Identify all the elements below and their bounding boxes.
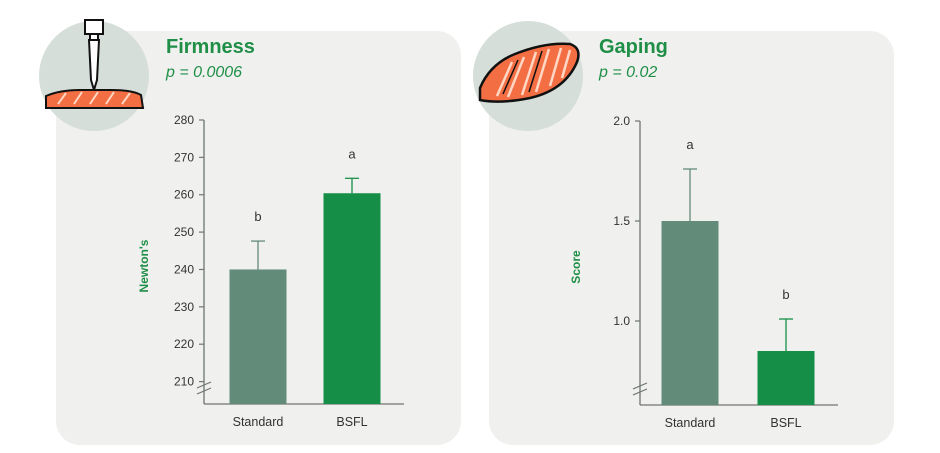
firmness-y-tick-label: 270 [174,150,194,164]
firmness-category-label-standard: Standard [233,415,284,429]
firmness-y-tick-label: 210 [174,375,194,389]
firmness-significance-bsfl: a [348,146,356,161]
gaping-bar-standard [661,221,719,405]
firmness-p-value: p = 0.0006 [166,64,243,81]
firmness-significance-standard: b [254,209,261,224]
firmness-y-tick-label: 230 [174,300,194,314]
gaping-y-tick-label: 1.5 [613,214,630,228]
gaping-bar-bsfl [757,351,815,405]
gaping-y-axis-label: Score [569,250,583,284]
gaping-significance-bsfl: b [782,287,789,302]
gaping-y-tick-label: 2.0 [613,114,630,128]
firmness-bar-standard [229,269,287,404]
gaping-axis-break-mark [632,382,648,390]
firmness-y-tick-label: 260 [174,188,194,202]
gaping-p-value: p = 0.02 [599,64,658,81]
firmness-y-tick-label: 220 [174,337,194,351]
firmness-axis-break-mark [196,381,212,389]
firmness-title: Firmness [166,36,255,58]
gaping-axis-break-mark [632,388,648,396]
gaping-category-label-standard: Standard [665,416,716,430]
firmness-y-axis-label: Newton's [137,239,151,292]
gaping-y-tick-label: 1.0 [613,314,630,328]
gaping-category-label-bsfl: BSFL [770,416,801,430]
firmness-y-tick-label: 240 [174,262,194,276]
gaping-significance-standard: a [686,137,694,152]
firmness-category-label-bsfl: BSFL [336,415,367,429]
firmness-bar-bsfl [323,193,381,404]
firmness-y-tick-label: 250 [174,225,194,239]
firmness-y-tick-label: 280 [174,113,194,127]
firmness-axis-break-mark [196,387,212,395]
gaping-title: Gaping [599,36,668,58]
